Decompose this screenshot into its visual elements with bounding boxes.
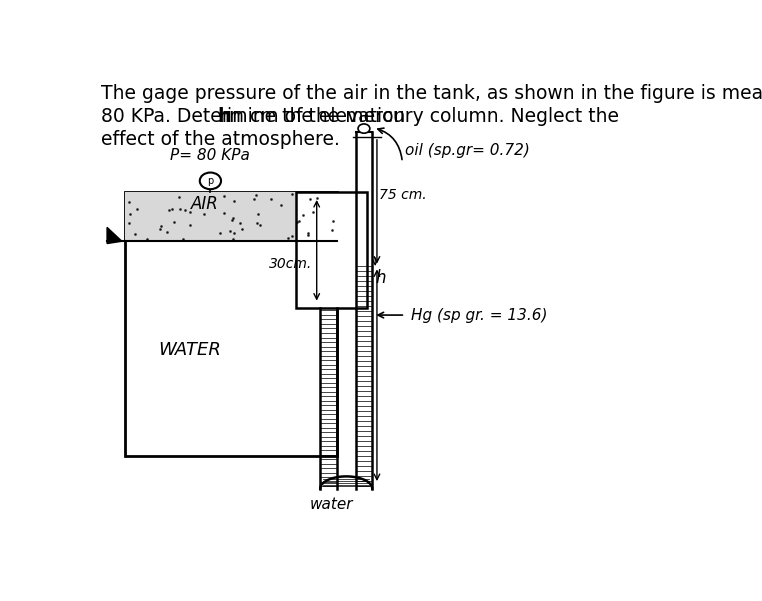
Text: effect of the atmosphere.: effect of the atmosphere. bbox=[101, 130, 340, 149]
Bar bbox=[125, 192, 338, 241]
Text: AIR: AIR bbox=[190, 195, 219, 213]
Text: water: water bbox=[309, 497, 354, 512]
Text: h: h bbox=[376, 269, 386, 287]
Bar bbox=[125, 192, 338, 456]
Circle shape bbox=[358, 124, 370, 133]
Text: 75 cm.: 75 cm. bbox=[379, 188, 427, 202]
Text: The gage pressure of the air in the tank, as shown in the figure is measured to : The gage pressure of the air in the tank… bbox=[101, 84, 762, 103]
Text: 80 KPa. Determine the elevation: 80 KPa. Determine the elevation bbox=[101, 107, 411, 126]
Polygon shape bbox=[107, 227, 122, 243]
Circle shape bbox=[200, 172, 221, 189]
Text: h: h bbox=[217, 107, 231, 126]
Text: p: p bbox=[207, 176, 213, 186]
Text: in cm of the mercury column. Neglect the: in cm of the mercury column. Neglect the bbox=[221, 107, 619, 126]
Bar bbox=[296, 192, 367, 308]
Text: oil (sp.gr= 0.72): oil (sp.gr= 0.72) bbox=[405, 143, 530, 158]
Text: P= 80 KPa: P= 80 KPa bbox=[171, 148, 251, 163]
Text: Hg (sp gr. = 13.6): Hg (sp gr. = 13.6) bbox=[411, 308, 548, 323]
Text: WATER: WATER bbox=[158, 341, 221, 359]
Text: 30cm.: 30cm. bbox=[270, 257, 312, 271]
